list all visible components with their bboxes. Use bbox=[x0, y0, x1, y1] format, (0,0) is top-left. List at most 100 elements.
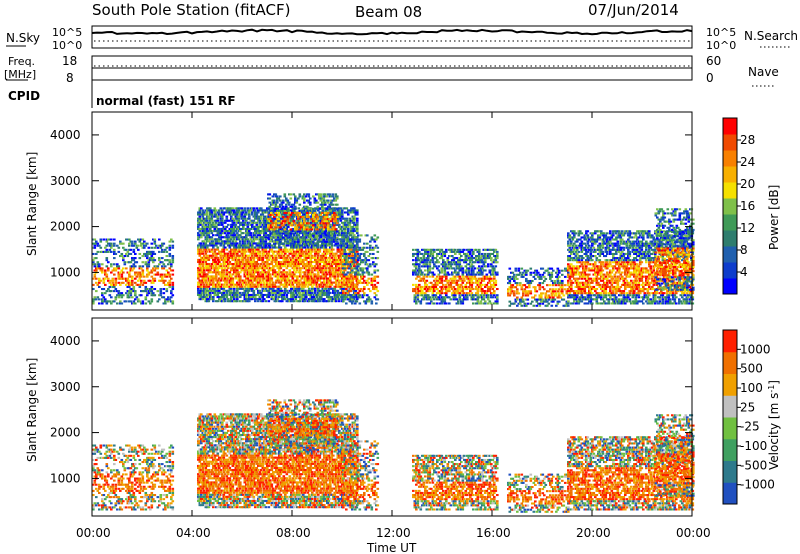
power-cell bbox=[200, 252, 203, 255]
power-cell bbox=[261, 256, 265, 259]
power-cell bbox=[421, 252, 424, 255]
power-cell bbox=[286, 232, 290, 235]
power-cell bbox=[275, 265, 278, 268]
power-cell bbox=[317, 250, 320, 253]
power-cell bbox=[108, 238, 112, 241]
power-cell bbox=[240, 238, 244, 241]
power-cell bbox=[276, 242, 280, 245]
power-cell bbox=[222, 207, 226, 210]
power-cell bbox=[246, 223, 250, 226]
power-cell bbox=[329, 258, 332, 261]
power-cell bbox=[266, 215, 269, 218]
power-cell bbox=[315, 269, 319, 272]
power-cell bbox=[282, 291, 286, 294]
power-cell bbox=[219, 234, 223, 237]
power-cell bbox=[345, 288, 348, 291]
power-cell bbox=[224, 236, 227, 239]
power-cell bbox=[316, 218, 320, 221]
power-cell bbox=[288, 300, 292, 303]
power-cell bbox=[258, 273, 262, 276]
power-cell bbox=[275, 260, 278, 264]
power-cell bbox=[201, 279, 205, 282]
power-cell bbox=[215, 213, 218, 216]
power-cell bbox=[99, 250, 103, 253]
power-cell bbox=[128, 261, 131, 264]
power-cell bbox=[332, 260, 335, 264]
power-cell bbox=[305, 267, 308, 270]
power-cell bbox=[275, 279, 278, 282]
power-cell bbox=[333, 273, 337, 276]
power-cell bbox=[150, 288, 154, 291]
power-cell bbox=[215, 300, 218, 303]
power-cell bbox=[230, 277, 233, 280]
power-cell bbox=[271, 222, 275, 225]
power-cell bbox=[240, 215, 244, 218]
power-cell bbox=[297, 300, 301, 303]
power-cell bbox=[210, 279, 214, 282]
power-cell bbox=[375, 285, 378, 288]
power-cell bbox=[306, 281, 310, 284]
power-cell bbox=[227, 211, 230, 214]
power-cell bbox=[129, 267, 133, 270]
power-cell bbox=[224, 277, 227, 280]
power-cell bbox=[339, 244, 343, 247]
power-cell bbox=[363, 292, 366, 295]
power-cell bbox=[339, 234, 343, 237]
power-cell bbox=[206, 275, 209, 278]
power-cell bbox=[369, 290, 372, 293]
power-cell bbox=[319, 193, 323, 196]
power-cell bbox=[141, 271, 145, 274]
power-cell bbox=[296, 246, 299, 249]
power-cell bbox=[258, 267, 262, 270]
power-cell bbox=[305, 283, 308, 286]
power-cell bbox=[206, 232, 209, 235]
power-cell bbox=[246, 246, 250, 249]
power-cell bbox=[288, 269, 292, 272]
power-cell bbox=[321, 205, 324, 208]
power-cell bbox=[311, 265, 314, 268]
power-cell bbox=[252, 252, 256, 255]
power-cell bbox=[206, 244, 209, 247]
power-cell bbox=[218, 260, 221, 264]
power-cell bbox=[248, 269, 251, 272]
power-cell bbox=[263, 250, 266, 253]
power-cell bbox=[213, 252, 217, 255]
power-cell bbox=[299, 273, 302, 276]
power-cell bbox=[254, 238, 257, 241]
power-cell bbox=[355, 277, 359, 280]
power-cell bbox=[349, 290, 353, 293]
power-cell bbox=[291, 256, 295, 259]
power-cell bbox=[282, 250, 286, 253]
power-cell bbox=[309, 296, 313, 299]
power-cell bbox=[248, 244, 251, 247]
power-cell bbox=[222, 285, 226, 288]
power-cell bbox=[248, 265, 251, 268]
power-cell bbox=[276, 260, 280, 264]
power-cell bbox=[218, 213, 221, 216]
power-cell bbox=[216, 217, 220, 220]
power-cell bbox=[251, 213, 254, 216]
power-cell bbox=[221, 211, 224, 214]
power-cell bbox=[295, 228, 299, 231]
power-cell bbox=[156, 265, 160, 268]
power-cell bbox=[204, 279, 208, 282]
power-cell bbox=[318, 248, 322, 251]
power-cell bbox=[278, 254, 281, 257]
power-cell bbox=[336, 246, 340, 249]
power-cell bbox=[218, 242, 221, 245]
power-cell bbox=[284, 287, 287, 290]
power-cell bbox=[204, 265, 208, 268]
power-cell bbox=[207, 207, 211, 210]
power-cell bbox=[213, 269, 217, 272]
power-cell bbox=[261, 219, 265, 222]
power-cell bbox=[236, 269, 239, 272]
power-cell bbox=[358, 238, 362, 241]
power-cell bbox=[143, 281, 146, 284]
power-cell bbox=[289, 228, 293, 231]
power-cell bbox=[251, 219, 254, 222]
power-cell bbox=[200, 275, 203, 278]
power-cell bbox=[230, 283, 233, 286]
power-cell bbox=[338, 300, 341, 303]
power-cell bbox=[240, 256, 244, 259]
power-cell bbox=[261, 293, 265, 297]
